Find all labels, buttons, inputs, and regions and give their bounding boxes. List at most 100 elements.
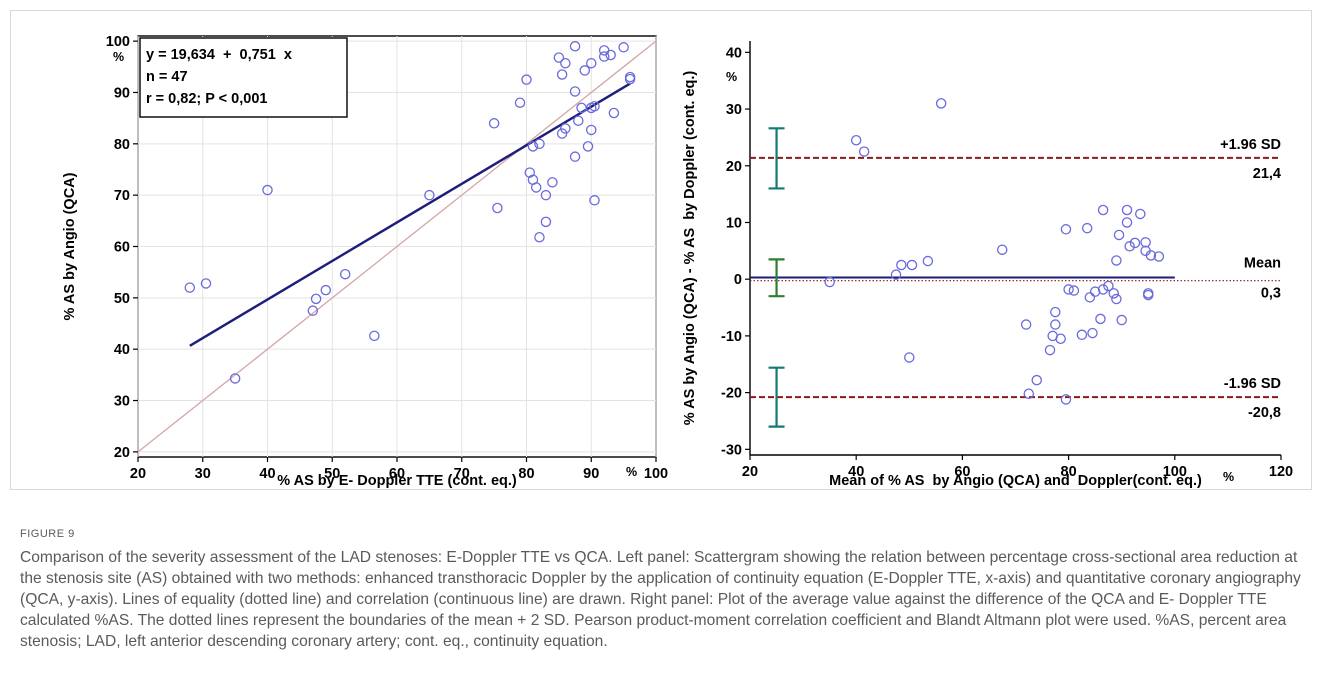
- right-data-point: [1060, 224, 1072, 235]
- right-x-tick-label: 120: [1269, 464, 1293, 480]
- left-data-point: [582, 141, 594, 152]
- left-data-point: [369, 330, 380, 342]
- right-data-point: [1084, 292, 1096, 303]
- right-y-tick-label: -20: [721, 386, 742, 402]
- right-data-point: [1060, 394, 1072, 405]
- regression-equation: y = 19,634 + 0,751 x: [146, 47, 292, 63]
- right-data-point: [1108, 288, 1119, 299]
- left-y-tick-label: 80: [114, 137, 130, 153]
- mean-value: 0,3: [1261, 285, 1281, 301]
- mean-label: Mean: [1244, 255, 1281, 271]
- left-data-point: [569, 151, 581, 162]
- left-data-point: [624, 73, 636, 85]
- figure-frame: 20 30 40 50 60 70 80 90 100 20 30 40 50 60 70 80 90 100 …: [10, 10, 1312, 490]
- left-data-point: [589, 195, 600, 206]
- right-data-point: [1145, 250, 1157, 261]
- right-data-point: [1097, 284, 1109, 295]
- left-x-tick-label: 90: [583, 466, 599, 482]
- figure-label: FIGURE 9: [20, 528, 75, 540]
- right-data-point: [1111, 255, 1122, 266]
- regression-line: [189, 82, 631, 347]
- right-data-point: [890, 269, 902, 280]
- right-y-axis-label: % AS by Angio (QCA) - % AS by Doppler (c…: [682, 71, 698, 426]
- left-data-point: [556, 69, 568, 80]
- identity-line: [137, 40, 657, 453]
- left-data-point: [560, 123, 571, 134]
- right-data-point: [896, 259, 907, 271]
- left-y-tick-label: 100: [106, 34, 130, 50]
- left-y-tick-label: 60: [114, 240, 130, 256]
- right-y-tick-label: -30: [721, 442, 742, 458]
- left-x-tick-label: 40: [259, 466, 275, 482]
- right-data-point: [1153, 251, 1165, 262]
- left-data-point: [320, 284, 332, 296]
- right-data-point: [850, 134, 862, 146]
- left-data-point: [540, 216, 552, 228]
- left-data-point: [540, 189, 552, 201]
- left-data-point: [573, 115, 584, 126]
- left-data-point: [586, 124, 597, 136]
- left-x-tick-label: 80: [518, 466, 534, 482]
- left-data-point: [307, 305, 319, 316]
- right-y-tick-label: 20: [726, 159, 742, 175]
- right-data-point: [1089, 286, 1101, 297]
- regression-stats-box: [139, 37, 348, 118]
- left-x-tick-label: 100: [644, 466, 668, 482]
- left-x-tick-label: 20: [130, 466, 146, 482]
- figure-caption: FIGURE 9 Comparison of the severity asse…: [20, 528, 1310, 652]
- right-data-point: [996, 244, 1008, 255]
- right-data-point: [1121, 217, 1133, 228]
- right-data-point: [1116, 314, 1127, 326]
- right-data-point: [1023, 388, 1035, 400]
- right-y-tick-label: 0: [734, 272, 742, 288]
- upper-limit-value: 21,4: [1253, 166, 1281, 182]
- right-data-point: [1124, 241, 1135, 252]
- left-data-point: [586, 57, 597, 69]
- right-x-tick-label: 80: [1061, 464, 1077, 480]
- right-x-tick-label: 20: [742, 464, 758, 480]
- left-data-point: [569, 41, 581, 52]
- right-data-point: [1087, 327, 1098, 339]
- left-data-point: [488, 118, 500, 129]
- right-data-point: [1135, 208, 1146, 220]
- right-y-tick-label: 40: [726, 45, 742, 61]
- left-data-point: [605, 49, 616, 61]
- left-data-point: [589, 101, 600, 112]
- right-x-tick-label: 60: [954, 464, 970, 480]
- left-x-tick-label: 70: [454, 466, 470, 482]
- left-y-tick-label: 20: [114, 445, 130, 461]
- left-data-point: [576, 102, 587, 114]
- right-data-point: [1081, 222, 1093, 234]
- left-data-point: [229, 373, 241, 384]
- figure-caption-text: Comparison of the severity assessment of…: [20, 549, 1301, 650]
- left-data-point: [534, 138, 545, 150]
- right-x-tick-label: 40: [848, 464, 864, 480]
- right-data-point: [1103, 280, 1114, 292]
- left-data-point: [514, 97, 526, 108]
- right-x-tick-label: 100: [1163, 464, 1187, 480]
- right-data-point: [935, 98, 947, 109]
- left-x-tick-label: 50: [324, 466, 340, 482]
- left-data-point: [310, 293, 322, 305]
- right-data-point: [922, 255, 934, 267]
- left-data-point: [262, 184, 273, 196]
- right-data-point: [1113, 229, 1125, 241]
- confidence-interval-bar: [768, 127, 785, 190]
- left-x-tick-label: 30: [195, 466, 211, 482]
- left-data-point: [200, 278, 212, 289]
- left-data-point: [569, 86, 581, 97]
- left-x-unit: %: [626, 465, 637, 479]
- left-data-point: [624, 71, 636, 83]
- left-data-point: [534, 232, 545, 243]
- left-y-tick-label: 50: [114, 291, 130, 307]
- left-data-point: [521, 74, 532, 85]
- left-y-tick-label: 90: [114, 85, 130, 101]
- left-data-point: [184, 282, 196, 293]
- right-bland-altman-panel: -30 -20 -10 0 10 20 30 40 20 40 60 80 100 120 +1.96 …: [682, 41, 1293, 489]
- right-data-point: [1129, 237, 1141, 249]
- right-data-point: [1031, 374, 1042, 386]
- left-y-tick-label: 40: [114, 342, 130, 358]
- left-data-point: [424, 189, 435, 201]
